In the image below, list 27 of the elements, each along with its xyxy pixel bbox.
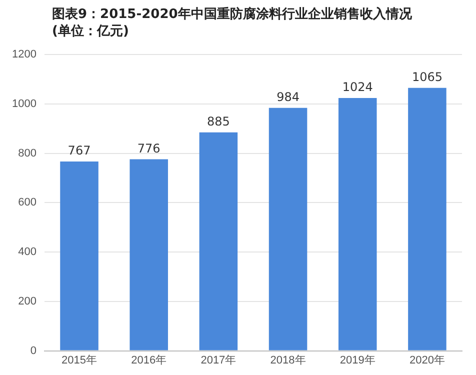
bar <box>130 159 168 350</box>
bar <box>338 98 377 350</box>
bar <box>199 132 238 350</box>
x-tick-label: 2018年 <box>270 354 306 366</box>
y-tick-label: 600 <box>18 196 36 209</box>
data-label: 776 <box>137 141 160 156</box>
chart-title: 图表9：2015-2020年中国重防腐涂料行业企业销售收入情况 <box>52 6 413 23</box>
bar <box>268 108 308 350</box>
y-tick-label: 1000 <box>12 98 36 110</box>
bar <box>60 161 98 350</box>
data-label: 767 <box>68 144 91 158</box>
data-label: 1024 <box>342 80 373 94</box>
x-tick-label: 2016年 <box>131 354 167 366</box>
x-tick-label: 2019年 <box>340 354 376 366</box>
x-tick-label: 2015年 <box>62 354 98 366</box>
y-tick-label: 0 <box>30 344 36 357</box>
data-label: 1065 <box>412 70 442 84</box>
data-label: 984 <box>276 90 300 104</box>
x-tick-label: 2017年 <box>200 354 236 366</box>
y-tick-label: 400 <box>18 246 36 258</box>
bar <box>408 88 446 350</box>
y-tick-label: 1200 <box>12 48 36 61</box>
y-tick-label: 200 <box>18 295 36 308</box>
y-tick-label: 800 <box>18 147 36 160</box>
x-tick-label: 2020年 <box>409 354 445 366</box>
chart-subtitle: (单位：亿元) <box>52 23 130 40</box>
data-label: 885 <box>206 114 230 128</box>
